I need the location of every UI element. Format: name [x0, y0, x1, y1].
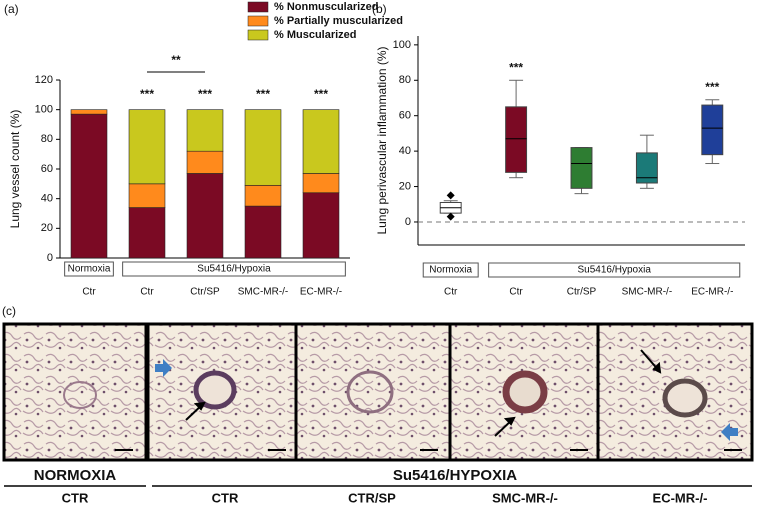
y-tick-label: 60	[41, 163, 53, 175]
legend-swatch	[247, 15, 269, 27]
arrow-icon	[155, 359, 172, 377]
y-tick-label: 40	[399, 145, 411, 157]
vessel	[193, 370, 237, 410]
group-box	[122, 261, 346, 277]
x-tick-label: SMC-MR-/-	[238, 287, 289, 298]
significance: ***	[198, 87, 212, 101]
x-tick-label: Ctr	[140, 287, 154, 298]
x-tick-label: Ctr	[509, 287, 523, 298]
micrograph-label: CTR	[212, 490, 239, 505]
legend-label: % Nonmuscularized	[274, 1, 379, 13]
micrograph-label: EC-MR-/-	[653, 490, 708, 505]
significance: ***	[256, 87, 270, 101]
micrograph	[294, 322, 452, 462]
panel-label: (a)	[4, 2, 19, 16]
x-tick-label: Ctr/SP	[567, 287, 597, 298]
y-tick-label: 80	[399, 74, 411, 86]
y-axis-label: Lung vessel count (%)	[8, 110, 22, 229]
y-tick-label: 0	[47, 252, 53, 264]
box	[635, 152, 658, 184]
bar-segment	[244, 205, 282, 259]
bar-segment	[128, 183, 166, 208]
bar-segment	[244, 185, 282, 207]
group-label: Su5416/Hypoxia	[578, 265, 652, 276]
vessel	[662, 378, 708, 418]
arrows	[185, 349, 662, 437]
y-tick-label: 120	[35, 74, 53, 86]
micrograph-panels	[2, 322, 754, 462]
bar-segment	[128, 207, 166, 259]
vessel	[346, 370, 394, 414]
bar-segment	[302, 173, 340, 194]
significance: ***	[314, 87, 328, 101]
micrograph-group: Su5416/HYPOXIA	[393, 467, 517, 484]
bar-segment	[186, 109, 224, 152]
bar-segment	[244, 109, 282, 186]
bar-segment	[70, 113, 108, 259]
bar-segment	[302, 192, 340, 259]
box	[505, 106, 528, 173]
bar-segment	[302, 109, 340, 174]
group-label: Normoxia	[429, 265, 472, 276]
y-tick-label: 60	[399, 110, 411, 122]
significance: ***	[140, 87, 154, 101]
legend-swatch	[247, 29, 269, 41]
x-tick-label: Ctr	[82, 287, 96, 298]
y-tick-label: 20	[399, 180, 411, 192]
micrograph-label: SMC-MR-/-	[492, 490, 558, 505]
y-axis-label: Lung perivascular inflammation (%)	[375, 46, 389, 234]
y-tick-label: 80	[41, 133, 53, 145]
bracket-label: **	[171, 53, 181, 67]
micrograph-label: CTR	[62, 490, 89, 505]
bar-segment	[128, 109, 166, 185]
group-box	[422, 262, 479, 278]
y-tick-label: 40	[41, 193, 53, 205]
panel-label: (c)	[2, 304, 16, 318]
y-tick-label: 0	[405, 216, 411, 228]
significance: ***	[509, 60, 523, 74]
micrograph-group: NORMOXIA	[34, 467, 117, 484]
legend-label: % Muscularized	[274, 29, 357, 41]
vessel	[502, 370, 548, 414]
x-tick-label: Ctr	[444, 287, 458, 298]
outlier	[446, 212, 455, 221]
x-tick-label: EC-MR-/-	[300, 287, 342, 298]
bar-segment	[70, 109, 108, 115]
x-tick-label: Ctr/SP	[190, 287, 220, 298]
bar-segment	[186, 173, 224, 259]
group-box	[488, 262, 741, 278]
arrow-icon	[721, 423, 738, 441]
y-tick-label: 100	[35, 104, 53, 116]
legend-label: % Partially muscularized	[274, 15, 403, 27]
group-label: Su5416/Hypoxia	[197, 264, 271, 275]
y-tick-label: 20	[41, 222, 53, 234]
micrograph	[2, 322, 148, 462]
box	[701, 104, 724, 156]
y-tick-label: 100	[393, 39, 411, 51]
group-box	[64, 261, 114, 277]
significance: ***	[705, 80, 719, 94]
box	[570, 147, 593, 189]
outlier	[446, 191, 455, 200]
panel-label: (b)	[372, 2, 387, 16]
bar-segment	[186, 150, 224, 174]
x-tick-label: SMC-MR-/-	[622, 287, 673, 298]
x-tick-label: EC-MR-/-	[691, 287, 733, 298]
group-label: Normoxia	[68, 264, 111, 275]
legend-swatch	[247, 1, 269, 13]
micrograph	[448, 322, 600, 462]
vessel	[63, 381, 97, 409]
micrograph-label: CTR/SP	[348, 490, 396, 505]
